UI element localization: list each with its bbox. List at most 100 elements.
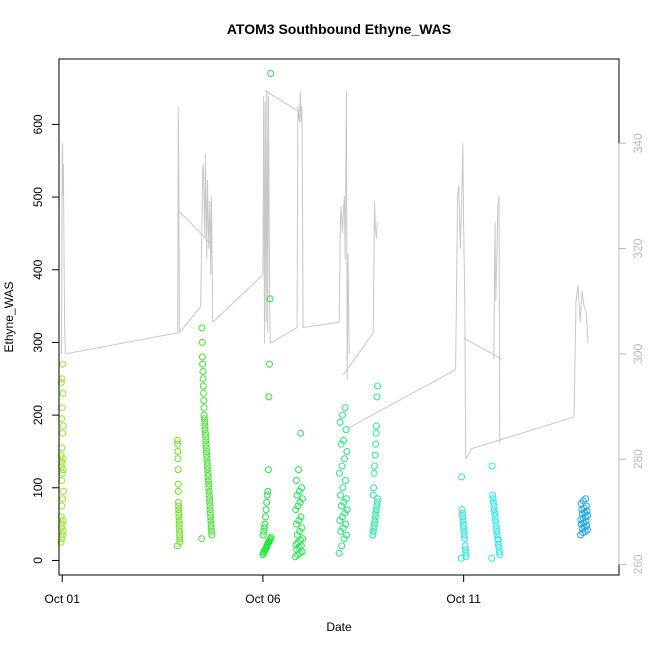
data-point — [457, 554, 465, 562]
data-point — [205, 491, 213, 499]
data-point — [460, 524, 468, 532]
y-axis: 0 100 200 300 400 500 600 — [31, 114, 60, 564]
data-point — [494, 535, 502, 543]
data-point — [59, 517, 67, 524]
data-point — [199, 382, 207, 390]
data-point — [343, 531, 351, 539]
data-point — [493, 527, 501, 535]
data-point — [201, 429, 209, 437]
data-point — [174, 448, 182, 455]
data-point — [198, 338, 206, 346]
data-point — [297, 513, 305, 521]
data-point — [207, 524, 215, 532]
data-point — [495, 543, 503, 551]
y-tick-label: 0 — [31, 557, 45, 564]
data-point — [459, 513, 467, 521]
data-point — [200, 411, 208, 419]
data-point — [199, 368, 207, 375]
data-point — [495, 548, 503, 556]
data-point — [59, 360, 67, 368]
data-point — [175, 517, 183, 524]
data-point — [59, 389, 67, 397]
data-point — [203, 458, 211, 466]
data-point — [175, 509, 183, 517]
data-point — [261, 520, 269, 528]
data-point — [491, 509, 499, 517]
data-point — [201, 422, 209, 430]
data-point — [203, 451, 211, 459]
data-point — [373, 422, 380, 430]
data-point — [343, 506, 351, 514]
data-point — [174, 466, 182, 474]
data-point — [205, 480, 213, 488]
secondary-line-segment — [303, 321, 340, 328]
data-point — [294, 502, 302, 510]
secondary-line-segment — [65, 332, 178, 355]
data-point — [296, 527, 304, 535]
secondary-line-segment — [573, 285, 589, 418]
data-point — [370, 524, 378, 532]
data-point — [343, 448, 351, 455]
data-point — [372, 440, 380, 448]
data-point — [173, 542, 181, 550]
data-point — [201, 418, 209, 426]
data-point — [337, 502, 345, 510]
data-point — [260, 527, 268, 535]
data-point — [175, 513, 183, 521]
data-point — [295, 466, 302, 474]
data-point — [200, 415, 208, 423]
data-point — [260, 524, 268, 532]
data-point — [369, 491, 377, 499]
data-point — [199, 375, 207, 383]
secondary-series-lines — [60, 90, 589, 460]
secondary-line-segment — [179, 306, 202, 334]
data-point — [207, 520, 215, 528]
data-point — [458, 473, 466, 481]
data-point — [206, 495, 213, 503]
data-point — [200, 397, 208, 405]
data-point — [336, 491, 344, 499]
x-tick-label: Oct 01 — [45, 592, 81, 606]
data-point — [205, 487, 213, 495]
y-tick-label: 100 — [31, 477, 45, 497]
x-tick-label: Oct 06 — [245, 592, 281, 606]
data-point — [459, 517, 467, 524]
y2-tick-label: 320 — [631, 238, 645, 258]
secondary-line-segment — [179, 211, 212, 244]
data-point — [341, 404, 349, 412]
data-point — [59, 466, 67, 474]
data-point — [370, 469, 378, 477]
secondary-line-segment — [269, 327, 298, 344]
x-axis-label: Date — [326, 620, 352, 634]
data-point — [293, 491, 301, 499]
data-point — [175, 506, 183, 514]
data-point — [372, 429, 380, 437]
data-point — [370, 520, 378, 528]
data-point — [200, 389, 207, 397]
data-point — [293, 520, 301, 528]
data-point — [577, 531, 584, 539]
x-axis: Oct 01 Oct 06 Oct 11 — [45, 574, 481, 606]
data-point — [202, 440, 210, 448]
data-point — [299, 535, 307, 543]
data-point — [206, 498, 214, 506]
data-point — [493, 531, 501, 539]
data-point — [59, 527, 67, 535]
data-point — [266, 360, 273, 368]
data-point — [458, 509, 466, 517]
data-point — [174, 440, 182, 448]
data-point — [176, 527, 183, 535]
data-point — [206, 506, 214, 514]
data-point — [342, 520, 350, 528]
data-point — [204, 469, 212, 477]
data-point — [264, 466, 272, 474]
data-point — [201, 426, 209, 434]
data-point — [294, 538, 302, 546]
data-point — [489, 491, 497, 499]
scatter-points — [57, 70, 592, 562]
data-point — [336, 418, 344, 426]
secondary-line-segment — [455, 143, 467, 460]
data-point — [341, 477, 349, 484]
data-point — [459, 520, 467, 528]
chart-title: ATOM3 Southbound Ethyne_WAS — [227, 21, 451, 37]
